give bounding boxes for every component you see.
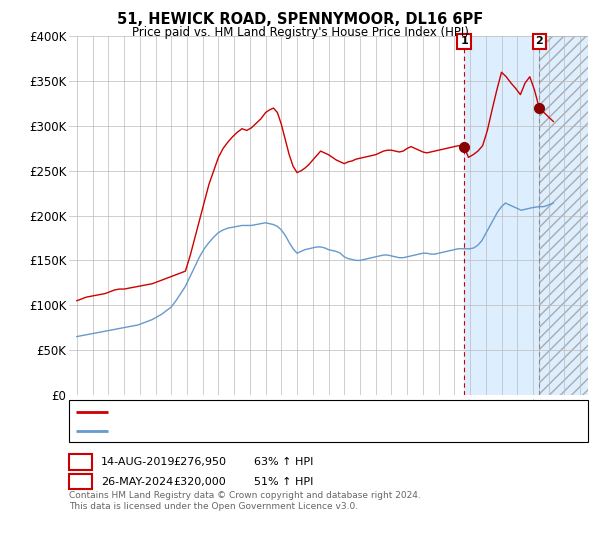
Text: 2: 2 <box>76 475 85 488</box>
Text: £320,000: £320,000 <box>173 477 226 487</box>
Text: 14-AUG-2019: 14-AUG-2019 <box>101 457 175 467</box>
Text: 1: 1 <box>76 455 85 469</box>
Text: 63% ↑ HPI: 63% ↑ HPI <box>254 457 313 467</box>
Text: Contains HM Land Registry data © Crown copyright and database right 2024.: Contains HM Land Registry data © Crown c… <box>69 491 421 500</box>
Text: HPI: Average price, detached house, County Durham: HPI: Average price, detached house, Coun… <box>114 426 389 436</box>
Text: 1: 1 <box>460 36 468 46</box>
Text: 51, HEWICK ROAD, SPENNYMOOR, DL16 6PF: 51, HEWICK ROAD, SPENNYMOOR, DL16 6PF <box>117 12 483 27</box>
Bar <box>539 36 588 395</box>
Text: 26-MAY-2024: 26-MAY-2024 <box>101 477 173 487</box>
Text: Price paid vs. HM Land Registry's House Price Index (HPI): Price paid vs. HM Land Registry's House … <box>131 26 469 39</box>
Text: 2: 2 <box>535 36 543 46</box>
Text: This data is licensed under the Open Government Licence v3.0.: This data is licensed under the Open Gov… <box>69 502 358 511</box>
Text: 51% ↑ HPI: 51% ↑ HPI <box>254 477 313 487</box>
Bar <box>464 36 539 395</box>
Text: £276,950: £276,950 <box>173 457 226 467</box>
Text: 51, HEWICK ROAD, SPENNYMOOR, DL16 6PF (detached house): 51, HEWICK ROAD, SPENNYMOOR, DL16 6PF (d… <box>114 407 440 417</box>
